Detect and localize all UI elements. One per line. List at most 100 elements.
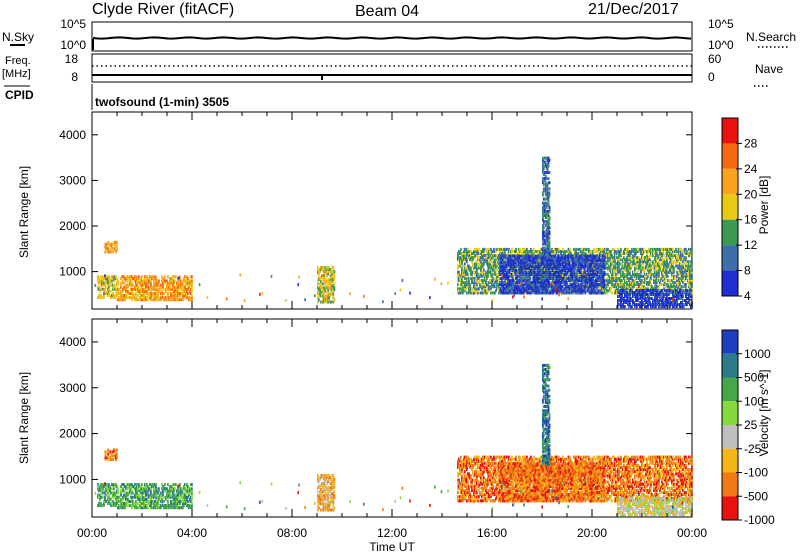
data-cell	[580, 287, 583, 291]
data-cell	[112, 287, 114, 291]
data-cell	[463, 274, 465, 278]
data-cell	[502, 252, 504, 255]
data-cell	[582, 275, 585, 279]
data-cell	[673, 289, 675, 293]
data-cell	[636, 287, 638, 291]
data-cell	[177, 277, 179, 281]
data-cell	[566, 283, 569, 287]
data-cell	[574, 289, 577, 293]
data-cell	[466, 256, 468, 260]
data-cell	[583, 281, 586, 285]
data-cell	[114, 285, 116, 289]
data-cell	[613, 285, 615, 289]
data-cell	[127, 292, 129, 295]
data-cell	[675, 247, 677, 251]
data-cell	[505, 266, 508, 270]
data-cell	[573, 258, 576, 262]
data-cell	[145, 283, 147, 287]
data-cell	[581, 289, 584, 293]
data-cell	[647, 288, 649, 292]
data-cell	[606, 250, 608, 253]
data-cell	[632, 272, 634, 276]
data-cell	[625, 285, 627, 289]
data-cell	[549, 277, 552, 281]
data-cell	[188, 279, 190, 283]
data-cell	[551, 276, 553, 280]
data-cell	[331, 280, 334, 284]
data-cell	[661, 295, 663, 298]
data-cell	[588, 289, 591, 293]
data-cell	[655, 301, 657, 304]
data-cell	[107, 283, 109, 287]
data-cell	[114, 293, 116, 297]
data-cell	[537, 291, 540, 295]
data-cell	[629, 285, 631, 289]
data-cell	[528, 277, 531, 281]
data-cell	[618, 250, 620, 253]
data-cell	[674, 287, 676, 291]
data-cell	[511, 281, 514, 285]
data-cell	[570, 258, 572, 262]
data-cell	[322, 276, 324, 280]
data-cell	[640, 290, 642, 294]
data-cell	[485, 272, 487, 276]
data-cell	[664, 276, 666, 280]
data-cell	[522, 258, 525, 262]
data-cell	[583, 289, 586, 293]
data-cell	[488, 260, 490, 264]
data-cell	[132, 283, 134, 287]
data-cell	[657, 288, 659, 292]
data-cell	[665, 292, 667, 296]
data-cell	[509, 289, 512, 293]
data-cell	[618, 299, 620, 302]
data-cell	[498, 270, 500, 274]
data-cell	[586, 258, 589, 262]
data-cell	[592, 258, 595, 262]
data-cell	[538, 260, 540, 264]
data-cell	[654, 262, 656, 266]
data-cell	[657, 247, 659, 251]
data-cell	[634, 279, 636, 282]
data-cell	[541, 252, 543, 255]
data-cell	[129, 281, 131, 285]
data-cell	[629, 276, 631, 280]
data-cell	[501, 258, 504, 262]
data-cell	[501, 264, 504, 268]
data-cell	[647, 268, 649, 272]
data-cell	[630, 283, 632, 287]
data-cell	[615, 254, 617, 258]
data-cell	[510, 281, 513, 285]
data-cell	[526, 287, 529, 291]
data-cell	[667, 247, 669, 251]
data-cell	[176, 289, 178, 293]
data-cell	[520, 287, 523, 291]
data-cell	[137, 281, 139, 285]
data-cell	[329, 294, 332, 298]
data-cell	[120, 296, 122, 300]
data-cell	[576, 289, 579, 293]
data-cell	[676, 285, 678, 289]
data-cell	[154, 277, 156, 281]
data-cell	[171, 298, 173, 302]
data-cell	[552, 264, 555, 268]
data-cell	[667, 256, 669, 260]
data-cell	[546, 277, 549, 281]
data-cell	[621, 252, 623, 255]
data-cell	[632, 303, 634, 307]
data-cell	[678, 258, 680, 262]
data-cell	[659, 292, 661, 296]
data-cell	[639, 292, 641, 296]
data-cell	[625, 272, 627, 276]
data-cell	[649, 297, 651, 300]
data-cell	[687, 281, 689, 284]
data-cell	[592, 281, 595, 285]
data-cell	[647, 264, 649, 268]
data-cell	[558, 264, 560, 268]
data-cell	[108, 289, 110, 293]
data-cell	[658, 299, 660, 302]
data-cell	[601, 256, 604, 260]
data-cell	[512, 283, 515, 287]
data-cell	[481, 291, 483, 295]
data-cell	[571, 266, 574, 270]
data-cell	[493, 268, 495, 272]
